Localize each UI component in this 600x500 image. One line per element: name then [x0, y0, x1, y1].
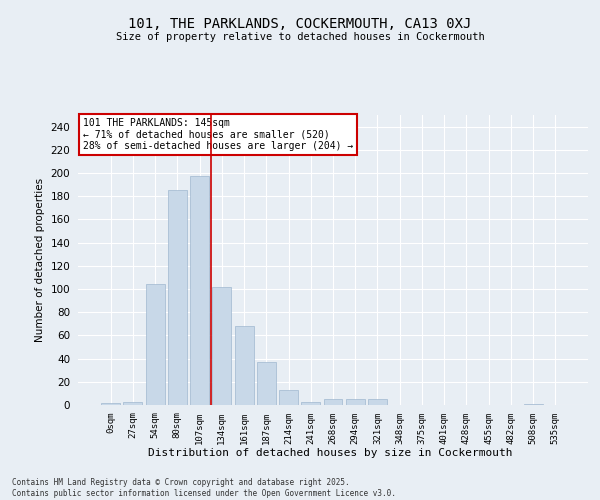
Bar — [346, 399, 365, 405]
Bar — [301, 402, 320, 405]
Bar — [257, 362, 276, 405]
Bar — [323, 399, 343, 405]
Bar — [368, 399, 387, 405]
Bar — [235, 326, 254, 405]
Text: 101 THE PARKLANDS: 145sqm
← 71% of detached houses are smaller (520)
28% of semi: 101 THE PARKLANDS: 145sqm ← 71% of detac… — [83, 118, 353, 151]
Bar — [524, 404, 542, 405]
Bar — [279, 390, 298, 405]
Text: Size of property relative to detached houses in Cockermouth: Size of property relative to detached ho… — [116, 32, 484, 42]
Text: Contains HM Land Registry data © Crown copyright and database right 2025.
Contai: Contains HM Land Registry data © Crown c… — [12, 478, 396, 498]
Bar — [146, 284, 164, 405]
Text: Distribution of detached houses by size in Cockermouth: Distribution of detached houses by size … — [148, 448, 512, 458]
Bar — [168, 190, 187, 405]
Bar — [124, 402, 142, 405]
Y-axis label: Number of detached properties: Number of detached properties — [35, 178, 45, 342]
Text: 101, THE PARKLANDS, COCKERMOUTH, CA13 0XJ: 101, THE PARKLANDS, COCKERMOUTH, CA13 0X… — [128, 18, 472, 32]
Bar — [101, 402, 120, 405]
Bar — [190, 176, 209, 405]
Bar — [212, 286, 231, 405]
